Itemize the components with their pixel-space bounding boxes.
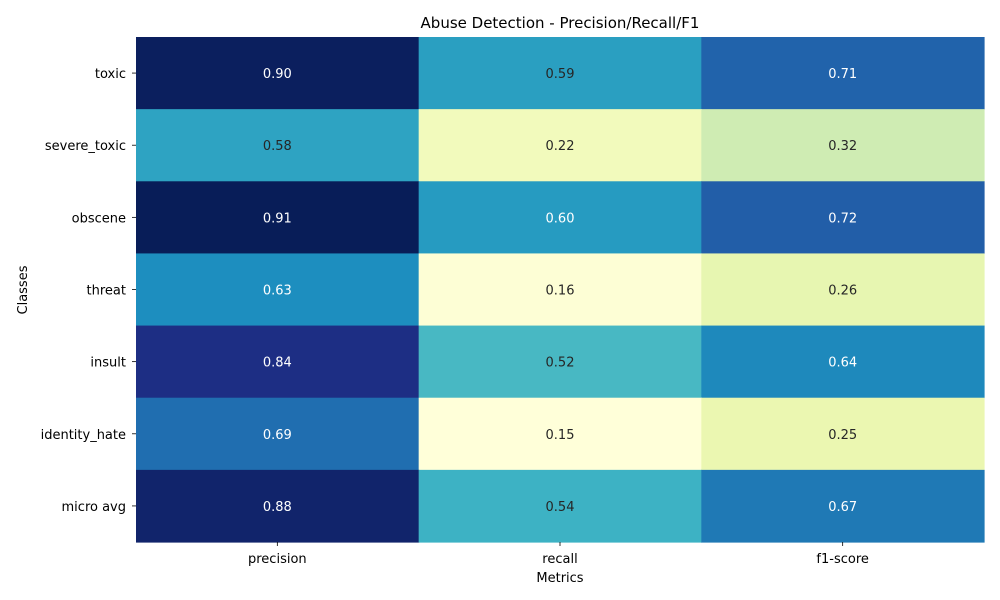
cell-value-label: 0.67 (828, 500, 857, 515)
cell-value-label: 0.52 (546, 356, 575, 371)
chart-title: Abuse Detection - Precision/Recall/F1 (421, 14, 700, 32)
y-tick-label: obscene (72, 211, 126, 226)
cell-value-label: 0.90 (263, 67, 292, 82)
y-axis-label: Classes (16, 265, 31, 314)
y-tick-label: threat (87, 284, 126, 299)
cell-value-label: 0.71 (828, 67, 857, 82)
heatmap-cell-toxic-precision (136, 37, 420, 110)
cell-value-label: 0.60 (546, 211, 575, 226)
cell-value-label: 0.16 (546, 284, 575, 299)
cell-value-label: 0.91 (263, 211, 292, 226)
heatmap-cell-micro-avg-recall (418, 469, 702, 543)
cell-value-label: 0.63 (263, 284, 292, 299)
heatmap-cell-insult-precision (136, 325, 420, 399)
cell-value-label: 0.88 (263, 500, 292, 515)
cell-value-label: 0.54 (546, 500, 575, 515)
heatmap-cell-threat-precision (136, 253, 420, 327)
heatmap-cell-threat-f1-score (701, 253, 985, 327)
heatmap-cell-micro-avg-f1-score (701, 469, 985, 543)
heatmap-cell-identity-hate-f1-score (701, 397, 985, 471)
heatmap-cell-obscene-recall (418, 181, 702, 255)
x-tick-label: recall (542, 552, 577, 567)
y-tick-label: insult (90, 356, 126, 371)
heatmap-cell-obscene-precision (136, 181, 420, 255)
cell-value-label: 0.72 (828, 211, 857, 226)
cell-value-label: 0.22 (546, 139, 575, 154)
heatmap-cell-identity-hate-recall (418, 397, 702, 471)
heatmap-cell-threat-recall (418, 253, 702, 327)
cell-value-label: 0.84 (263, 356, 292, 371)
heatmap-cell-insult-f1-score (701, 325, 985, 399)
heatmap-cell-insult-recall (418, 325, 702, 399)
cell-value-label: 0.64 (828, 356, 857, 371)
x-tick-label: precision (248, 552, 307, 567)
y-tick-label: micro avg (62, 500, 126, 515)
cell-value-label: 0.59 (546, 67, 575, 82)
heatmap-cells: 0.90 0.59 0.71 0.58 0.22 0.32 0.91 0.60 0.72 0.63… (136, 37, 985, 543)
x-axis-label: Metrics (536, 571, 583, 586)
heatmap-cell-toxic-f1-score (701, 37, 985, 110)
cell-value-label: 0.25 (828, 428, 857, 443)
cell-value-label: 0.26 (828, 284, 857, 299)
cell-value-label: 0.58 (263, 139, 292, 154)
heatmap-cell-identity-hate-precision (136, 397, 420, 471)
x-tick-label: f1-score (816, 552, 868, 567)
heatmap-cell-severe-toxic-precision (136, 109, 420, 182)
cell-value-label: 0.69 (263, 428, 292, 443)
y-tick-label: toxic (95, 67, 126, 82)
heatmap-cell-severe-toxic-recall (418, 109, 702, 182)
cell-value-label: 0.32 (828, 139, 857, 154)
heatmap-cell-obscene-f1-score (701, 181, 985, 255)
heatmap-cell-toxic-recall (418, 37, 702, 110)
heatmap-cell-severe-toxic-f1-score (701, 109, 985, 182)
y-tick-label: severe_toxic (45, 139, 126, 154)
y-tick-label: identity_hate (41, 428, 126, 443)
cell-value-label: 0.15 (546, 428, 575, 443)
heatmap-cell-micro-avg-precision (136, 469, 420, 543)
